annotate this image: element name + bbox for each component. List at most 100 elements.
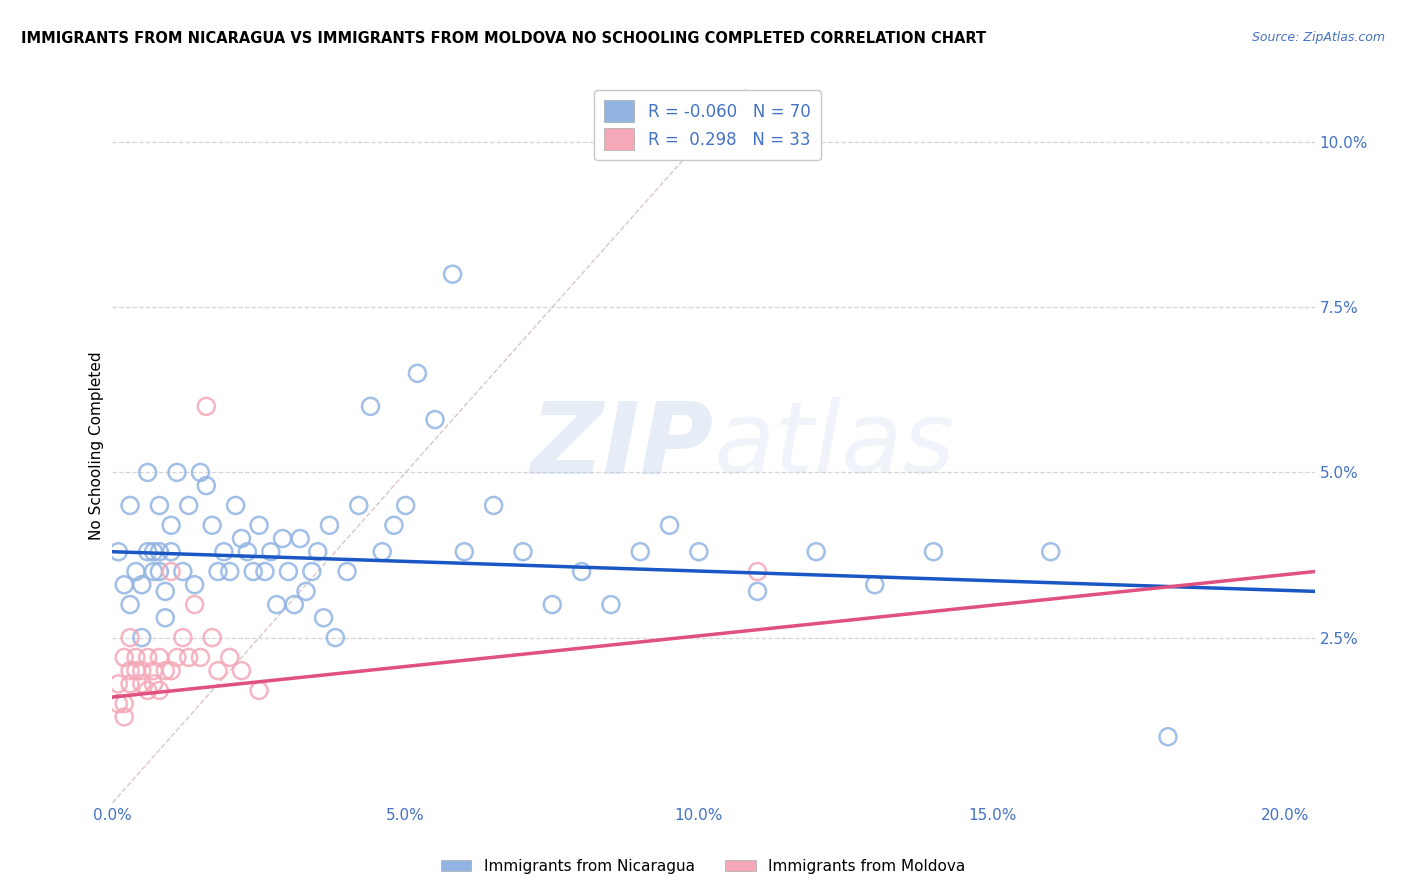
Point	[148, 499, 170, 513]
Point	[225, 499, 247, 513]
Point	[323, 631, 346, 645]
Point	[183, 598, 205, 612]
Text: IMMIGRANTS FROM NICARAGUA VS IMMIGRANTS FROM MOLDOVA NO SCHOOLING COMPLETED CORR: IMMIGRANTS FROM NICARAGUA VS IMMIGRANTS …	[21, 31, 986, 46]
Point	[312, 611, 335, 625]
Text: ZIP: ZIP	[530, 398, 713, 494]
Point	[120, 598, 142, 612]
Point	[247, 683, 270, 698]
Point	[628, 545, 651, 559]
Point	[136, 466, 159, 480]
Point	[131, 664, 153, 678]
Point	[120, 499, 142, 513]
Point	[195, 478, 218, 492]
Point	[863, 578, 886, 592]
Point	[183, 578, 205, 592]
Point	[112, 710, 135, 724]
Point	[512, 545, 534, 559]
Point	[318, 518, 340, 533]
Point	[131, 631, 153, 645]
Point	[295, 584, 318, 599]
Point	[207, 565, 229, 579]
Text: Source: ZipAtlas.com: Source: ZipAtlas.com	[1251, 31, 1385, 45]
Point	[212, 545, 235, 559]
Point	[288, 532, 311, 546]
Point	[201, 518, 224, 533]
Point	[155, 664, 177, 678]
Point	[160, 664, 183, 678]
Point	[1157, 730, 1180, 744]
Point	[441, 267, 464, 281]
Point	[277, 565, 299, 579]
Point	[307, 545, 329, 559]
Point	[747, 584, 769, 599]
Point	[136, 683, 159, 698]
Point	[541, 598, 564, 612]
Point	[172, 565, 194, 579]
Point	[148, 545, 170, 559]
Point	[207, 664, 229, 678]
Point	[218, 650, 240, 665]
Point	[688, 545, 710, 559]
Point	[253, 565, 276, 579]
Point	[142, 664, 165, 678]
Point	[112, 650, 135, 665]
Point	[125, 664, 148, 678]
Point	[125, 650, 148, 665]
Point	[336, 565, 359, 579]
Point	[301, 565, 323, 579]
Point	[242, 565, 264, 579]
Point	[266, 598, 288, 612]
Legend: R = -0.060   N = 70, R =  0.298   N = 33: R = -0.060 N = 70, R = 0.298 N = 33	[595, 90, 821, 160]
Point	[148, 683, 170, 698]
Point	[166, 466, 188, 480]
Point	[453, 545, 475, 559]
Point	[155, 584, 177, 599]
Point	[283, 598, 305, 612]
Point	[148, 650, 170, 665]
Legend: Immigrants from Nicaragua, Immigrants from Moldova: Immigrants from Nicaragua, Immigrants fr…	[434, 853, 972, 880]
Point	[172, 631, 194, 645]
Point	[107, 545, 129, 559]
Point	[120, 664, 142, 678]
Point	[804, 545, 827, 559]
Text: atlas: atlas	[713, 398, 955, 494]
Point	[142, 565, 165, 579]
Point	[136, 545, 159, 559]
Point	[201, 631, 224, 645]
Point	[347, 499, 370, 513]
Point	[382, 518, 405, 533]
Point	[271, 532, 294, 546]
Point	[482, 499, 505, 513]
Point	[1039, 545, 1062, 559]
Point	[360, 400, 382, 414]
Point	[131, 578, 153, 592]
Point	[406, 367, 429, 381]
Point	[107, 677, 129, 691]
Point	[658, 518, 681, 533]
Point	[218, 565, 240, 579]
Point	[125, 565, 148, 579]
Point	[112, 697, 135, 711]
Point	[142, 545, 165, 559]
Point	[371, 545, 394, 559]
Point	[155, 611, 177, 625]
Point	[231, 532, 253, 546]
Point	[107, 697, 129, 711]
Point	[395, 499, 418, 513]
Point	[236, 545, 259, 559]
Point	[247, 518, 270, 533]
Point	[160, 518, 183, 533]
Y-axis label: No Schooling Completed: No Schooling Completed	[89, 351, 104, 541]
Point	[190, 650, 212, 665]
Point	[177, 650, 200, 665]
Point	[160, 545, 183, 559]
Point	[177, 499, 200, 513]
Point	[148, 565, 170, 579]
Point	[131, 677, 153, 691]
Point	[166, 650, 188, 665]
Point	[922, 545, 945, 559]
Point	[120, 631, 142, 645]
Point	[260, 545, 283, 559]
Point	[120, 677, 142, 691]
Point	[195, 400, 218, 414]
